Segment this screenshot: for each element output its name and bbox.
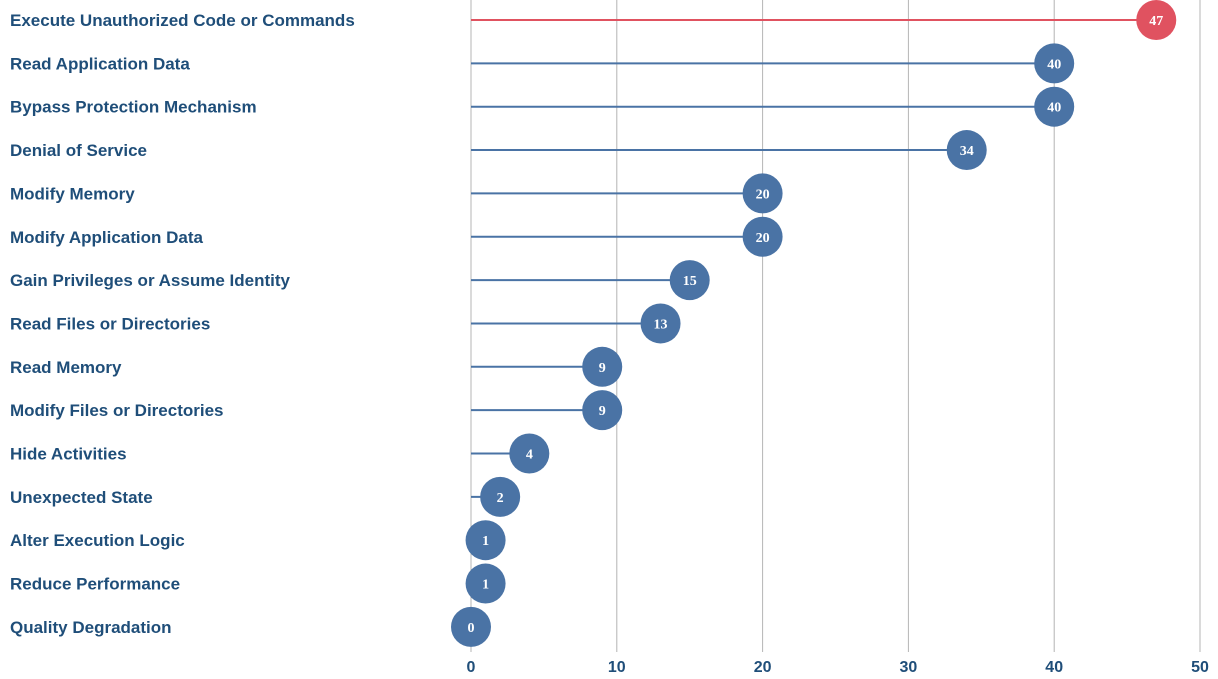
value-label: 1 [482, 578, 489, 593]
value-label: 47 [1149, 14, 1163, 29]
category-label: Quality Degradation [10, 618, 172, 637]
category-label: Modify Files or Directories [10, 401, 224, 420]
lollipop-marks: 47 40 40 34 20 20 15 13 9 9 4 2 1 1 0 [451, 0, 1176, 647]
x-tick-label: 50 [1191, 659, 1209, 676]
value-label: 9 [599, 404, 606, 419]
x-axis: 0 10 20 30 40 50 [467, 659, 1209, 676]
value-label: 1 [482, 534, 489, 549]
category-label: Bypass Protection Mechanism [10, 98, 257, 117]
category-label: Read Files or Directories [10, 314, 210, 333]
category-label: Reduce Performance [10, 575, 180, 594]
value-label: 40 [1047, 101, 1061, 116]
category-label: Modify Memory [10, 184, 135, 203]
category-label: Gain Privileges or Assume Identity [10, 271, 291, 290]
category-label: Denial of Service [10, 141, 147, 160]
x-tick-label: 30 [900, 659, 918, 676]
x-tick-label: 40 [1045, 659, 1063, 676]
value-label: 20 [756, 187, 770, 202]
value-label: 15 [683, 274, 697, 289]
x-tick-label: 20 [754, 659, 772, 676]
category-label: Hide Activities [10, 445, 127, 464]
category-label: Execute Unauthorized Code or Commands [10, 11, 355, 30]
category-label: Unexpected State [10, 488, 153, 507]
value-label: 0 [468, 621, 475, 636]
value-label: 20 [756, 231, 770, 246]
category-label: Modify Application Data [10, 228, 204, 247]
category-label: Read Memory [10, 358, 122, 377]
value-label: 9 [599, 361, 606, 376]
x-tick-label: 0 [467, 659, 476, 676]
value-label: 2 [497, 491, 504, 506]
x-tick-label: 10 [608, 659, 626, 676]
gridlines [471, 0, 1200, 652]
value-label: 40 [1047, 57, 1061, 72]
value-label: 4 [526, 448, 533, 463]
category-labels: Execute Unauthorized Code or Commands Rea… [10, 11, 355, 637]
category-label: Read Application Data [10, 54, 190, 73]
category-label: Alter Execution Logic [10, 531, 185, 550]
value-label: 13 [654, 317, 668, 332]
value-label: 34 [960, 144, 974, 159]
